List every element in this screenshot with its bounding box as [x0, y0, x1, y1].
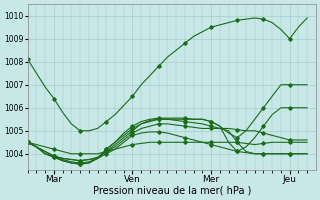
X-axis label: Pression niveau de la mer( hPa ): Pression niveau de la mer( hPa ) — [92, 186, 251, 196]
